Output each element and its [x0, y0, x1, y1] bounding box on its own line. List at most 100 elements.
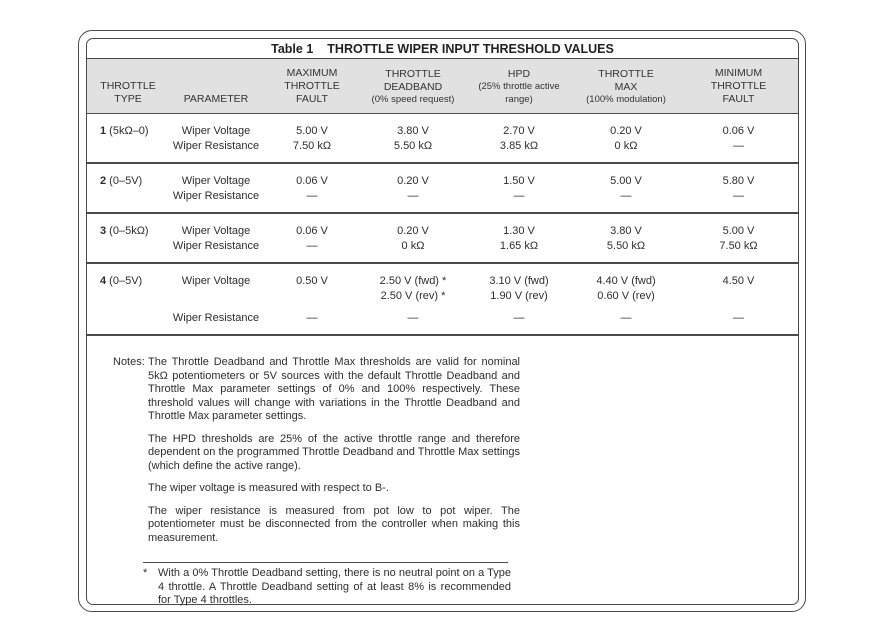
voltage-value-cell: 3.80 V — [610, 225, 642, 237]
column-header-line: THROTTLE — [100, 80, 156, 92]
throttle-type-number: 3 — [100, 225, 107, 237]
throttle-type-cell: 2 (0–5V) — [100, 175, 143, 187]
parameter-label-resistance: Wiper Resistance — [172, 190, 260, 202]
resistance-value-cell: — — [407, 312, 419, 324]
resistance-value-cell: 0 kΩ — [614, 140, 638, 152]
table-header-row: THROTTLE TYPE PARAMETER MAXIMUM THROTTLE FAUL… — [87, 59, 798, 114]
column-header-subtext: (25% throttle active range) — [478, 81, 560, 105]
row-divider — [87, 162, 798, 164]
voltage-value-cell: 5.00 V — [722, 225, 755, 237]
column-header-throttle-deadband: THROTTLE DEADBAND (0% speed request) — [361, 68, 465, 107]
resistance-row: Wiper Resistance — — — — — — [87, 189, 798, 204]
resistance-value-cell: 1.65 kΩ — [499, 240, 539, 252]
footnote-divider — [143, 562, 508, 563]
column-header-line: THROTTLE — [598, 67, 654, 80]
column-header-line: FAULT — [722, 93, 755, 105]
table-row-group-type-3: 3 (0–5kΩ) Wiper Voltage 0.06 V 0.20 V 1.30 V… — [87, 214, 798, 262]
resistance-value-cell: — — [513, 312, 525, 324]
throttle-type-number: 2 — [100, 175, 107, 187]
parameter-label-resistance: Wiper Resistance — [172, 312, 260, 324]
resistance-value-cell: — — [306, 240, 318, 252]
column-header-line: THROTTLE — [710, 80, 767, 92]
parameter-label-voltage: Wiper Voltage — [181, 175, 251, 187]
voltage-value-cell: 0.06 V — [722, 125, 755, 137]
resistance-row: Wiper Resistance — — — — — — [87, 311, 798, 326]
voltage-value-cell: 0.06 V — [296, 175, 328, 187]
voltage-row: 2 (0–5V) Wiper Voltage 0.06 V 0.20 V 1.50 V 5… — [87, 174, 798, 189]
resistance-value-cell: — — [306, 190, 318, 202]
resistance-value-cell: — — [620, 312, 632, 324]
footnote: * With a 0% Throttle Deadband setting, t… — [143, 567, 511, 608]
resistance-row: Wiper Resistance 7.50 kΩ 5.50 kΩ 3.85 kΩ 0 k… — [87, 139, 798, 154]
row-divider — [87, 334, 798, 336]
notes-section: Notes: The Throttle Deadband and Throttl… — [113, 356, 798, 554]
throttle-type-cell: 1 (5kΩ–0) — [100, 125, 149, 137]
note-paragraph: The Throttle Deadband and Throttle Max t… — [148, 356, 520, 422]
note-paragraph: The HPD thresholds are 25% of the active… — [148, 432, 520, 472]
resistance-value-cell: 3.85 kΩ — [499, 140, 539, 152]
resistance-value-cell: 5.50 kΩ — [393, 140, 433, 152]
resistance-value-cell: 7.50 kΩ — [292, 140, 332, 152]
column-header-subtext: (100% modulation) — [586, 93, 666, 105]
voltage-row: 3 (0–5kΩ) Wiper Voltage 0.06 V 0.20 V 1.30 V… — [87, 224, 798, 239]
table-title: Table 1 THROTTLE WIPER INPUT THRESHOLD V… — [87, 39, 798, 59]
column-header-line: TYPE — [114, 93, 142, 105]
table-row-group-type-1: 1 (5kΩ–0) Wiper Voltage 5.00 V 3.80 V 2.70 V… — [87, 114, 798, 162]
parameter-label-voltage: Wiper Voltage — [181, 125, 251, 137]
parameter-label-resistance: Wiper Resistance — [172, 240, 260, 252]
column-header-line: THROTTLE — [385, 67, 441, 80]
column-header-line: MAXIMUM — [286, 67, 338, 79]
voltage-value-cell: 2.70 V — [503, 125, 535, 137]
resistance-value-cell: — — [733, 190, 744, 202]
note-paragraph: The wiper resistance is measured from po… — [148, 504, 520, 544]
throttle-type-cell: 3 (0–5kΩ) — [100, 225, 149, 237]
column-header-hpd: HPD (25% throttle active range) — [465, 68, 573, 106]
voltage-value-cell: 4.40 V (fwd) 0.60 V (rev) — [596, 275, 656, 302]
voltage-value-cell: 5.00 V — [610, 175, 642, 187]
voltage-value-cell: 4.50 V — [722, 275, 755, 287]
voltage-row: 4 (0–5V) Wiper Voltage 0.50 V 2.50 V (fwd) … — [87, 274, 798, 304]
resistance-row: Wiper Resistance — 0 kΩ 1.65 kΩ 5.50 kΩ 7.50 … — [87, 239, 798, 254]
column-header-throttle-max: THROTTLE MAX (100% modulation) — [573, 68, 679, 107]
resistance-value-cell: 5.50 kΩ — [606, 240, 646, 252]
column-header-subtext: (0% speed request) — [371, 93, 455, 105]
column-header-parameter: PARAMETER — [169, 93, 263, 106]
throttle-type-number: 4 — [100, 275, 107, 287]
voltage-value-cell: 0.50 V — [296, 275, 328, 287]
column-header-minimum-throttle-fault: MINIMUM THROTTLE FAULT — [679, 67, 798, 106]
footnote-section: * With a 0% Throttle Deadband setting, t… — [143, 562, 511, 608]
column-header-line: HPD — [507, 68, 531, 80]
voltage-value-cell: 1.50 V — [503, 175, 535, 187]
voltage-value-cell: 3.10 V (fwd) 1.90 V (rev) — [489, 275, 549, 302]
footnote-text: With a 0% Throttle Deadband setting, the… — [158, 567, 511, 606]
throttle-type-number: 1 — [100, 125, 107, 137]
table-body: 1 (5kΩ–0) Wiper Voltage 5.00 V 3.80 V 2.70 V… — [87, 114, 798, 336]
voltage-value-cell: 0.20 V — [610, 125, 642, 137]
column-header-throttle-type: THROTTLE TYPE — [87, 80, 169, 106]
parameter-label-voltage: Wiper Voltage — [181, 225, 251, 237]
voltage-value-cell: 2.50 V (fwd) * 2.50 V (rev) * — [379, 275, 447, 302]
column-header-line: FAULT — [296, 93, 328, 105]
notes-label: Notes: — [113, 356, 145, 368]
voltage-value-cell: 5.80 V — [722, 175, 755, 187]
voltage-value-cell: 1.30 V — [503, 225, 535, 237]
parameter-label-voltage: Wiper Voltage — [181, 275, 251, 287]
note-paragraph: The wiper voltage is measured with respe… — [148, 482, 389, 494]
column-header-line: MAX — [614, 80, 638, 93]
resistance-value-cell: 0 kΩ — [401, 240, 425, 252]
column-header-maximum-throttle-fault: MAXIMUM THROTTLE FAULT — [263, 67, 361, 106]
parameter-label-resistance: Wiper Resistance — [172, 140, 260, 152]
resistance-value-cell: — — [513, 190, 525, 202]
resistance-value-cell: — — [306, 312, 318, 324]
row-divider — [87, 262, 798, 264]
footnote-marker: * — [143, 567, 148, 579]
resistance-value-cell: — — [620, 190, 632, 202]
table-frame: Table 1 THROTTLE WIPER INPUT THRESHOLD V… — [86, 38, 799, 608]
column-header-line: THROTTLE — [284, 80, 340, 92]
column-header-line: MINIMUM — [714, 67, 763, 79]
table-title-text: THROTTLE WIPER INPUT THRESHOLD VALUES — [327, 41, 614, 56]
notes-paragraphs: The Throttle Deadband and Throttle Max t… — [148, 356, 520, 554]
table-row-group-type-4: 4 (0–5V) Wiper Voltage 0.50 V 2.50 V (fwd) … — [87, 264, 798, 334]
row-divider — [87, 212, 798, 214]
voltage-value-cell: 3.80 V — [397, 125, 429, 137]
